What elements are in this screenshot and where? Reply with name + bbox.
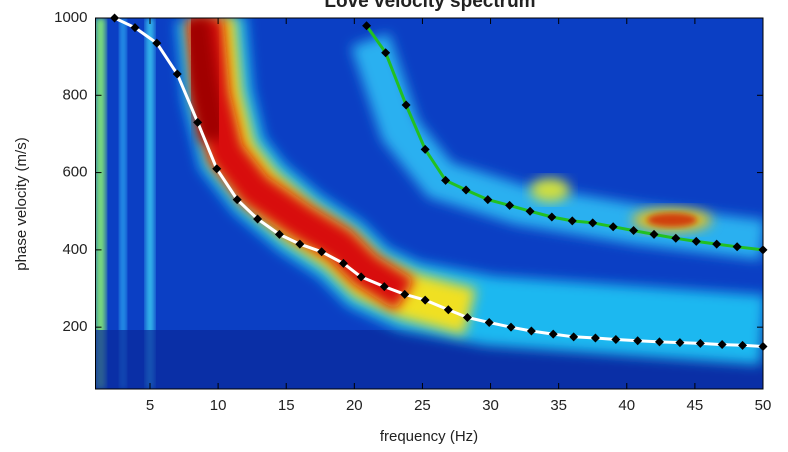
picked-point xyxy=(758,341,768,351)
picked-point xyxy=(567,216,577,226)
y-axis-label: phase velocity (m/s) xyxy=(13,137,30,270)
picked-point xyxy=(649,229,659,239)
picked-point xyxy=(212,164,222,174)
picked-point xyxy=(152,38,162,48)
x-tick-label: 35 xyxy=(550,397,567,414)
picked-point xyxy=(525,206,535,216)
y-tick-label: 800 xyxy=(62,86,87,103)
x-tick-label: 30 xyxy=(482,397,499,414)
x-tick-label: 5 xyxy=(146,397,154,414)
x-tick-label: 20 xyxy=(346,397,363,414)
picked-point xyxy=(253,214,263,224)
picked-point xyxy=(588,218,598,228)
picked-point xyxy=(110,13,120,23)
picked-point xyxy=(461,185,471,195)
picked-point xyxy=(738,340,748,350)
picked-point xyxy=(717,340,727,350)
picked-point xyxy=(172,69,182,79)
x-tick-label: 15 xyxy=(278,397,295,414)
picked-point xyxy=(654,337,664,347)
picked-point xyxy=(362,21,372,31)
x-tick-label: 45 xyxy=(687,397,704,414)
x-axis-label: frequency (Hz) xyxy=(380,428,478,445)
picked-point xyxy=(506,322,516,332)
picked-point xyxy=(675,338,685,348)
picked-point xyxy=(317,247,327,257)
picked-point xyxy=(590,333,600,343)
picked-point xyxy=(695,338,705,348)
picked-point xyxy=(338,258,348,268)
picked-point xyxy=(633,336,643,346)
picked-point xyxy=(629,226,639,236)
picked-point xyxy=(420,144,430,154)
picked-point xyxy=(379,282,389,292)
picked-point xyxy=(758,245,768,255)
picked-point xyxy=(356,272,366,282)
picked-point xyxy=(232,195,242,205)
x-tick-label: 10 xyxy=(210,397,227,414)
y-tick-label: 400 xyxy=(62,241,87,258)
picked-point xyxy=(547,212,557,222)
x-tick-label: 25 xyxy=(414,397,431,414)
picked-point xyxy=(548,329,558,339)
picked-point xyxy=(569,332,579,342)
picked-point xyxy=(712,239,722,249)
x-tick-label: 40 xyxy=(618,397,635,414)
picked-point xyxy=(295,239,305,249)
picked-point xyxy=(671,233,681,243)
picked-point xyxy=(483,195,493,205)
picked-point xyxy=(420,295,430,305)
picked-point xyxy=(274,229,284,239)
picked-point xyxy=(484,318,494,328)
spectrum-image xyxy=(95,18,763,389)
picked-point xyxy=(381,48,391,58)
picked-point xyxy=(443,305,453,315)
chart-title: Love velocity spectrum xyxy=(324,0,535,12)
picked-point xyxy=(401,100,411,110)
picked-point xyxy=(462,313,472,323)
y-tick-label: 600 xyxy=(62,164,87,181)
plot-frame xyxy=(95,17,764,390)
picked-point xyxy=(505,200,515,210)
y-tick-label: 200 xyxy=(62,318,87,335)
picked-point xyxy=(611,335,621,345)
picked-point xyxy=(441,175,451,185)
picked-point xyxy=(691,236,701,246)
y-tick-label: 1000 xyxy=(54,9,87,26)
picked-point xyxy=(526,326,536,336)
picked-point xyxy=(732,242,742,252)
picked-point xyxy=(608,222,618,232)
picked-point xyxy=(130,23,140,33)
x-tick-label: 50 xyxy=(755,397,772,414)
picked-point xyxy=(400,289,410,299)
picked-point xyxy=(193,117,203,127)
